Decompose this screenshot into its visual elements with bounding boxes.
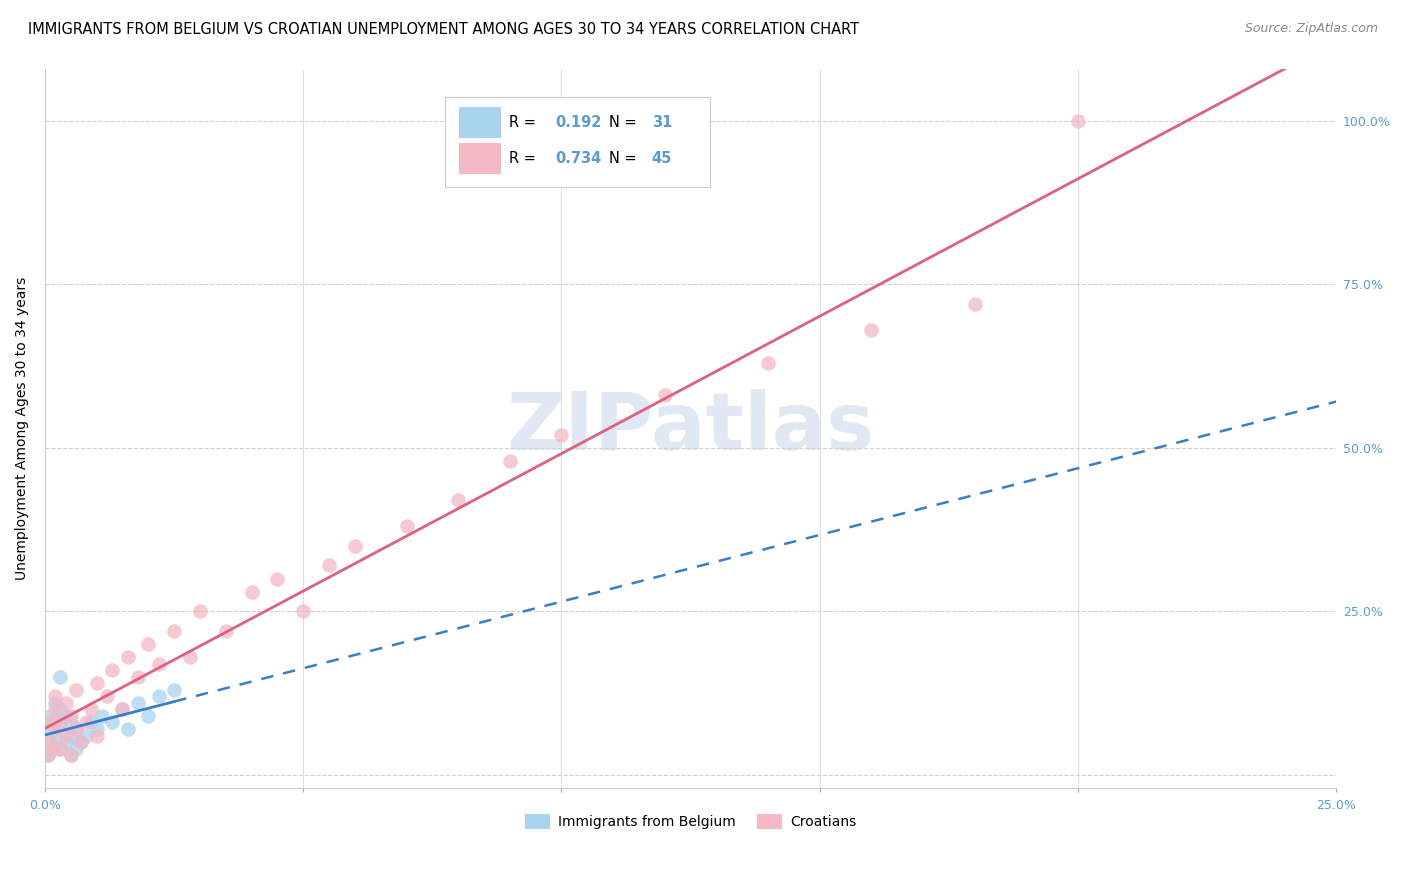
Point: [39, 709, 62, 723]
Text: ZIPatlas: ZIPatlas: [506, 389, 875, 467]
Text: R =: R =: [509, 151, 540, 166]
Point: [90, 709, 112, 723]
Point: [59, 748, 82, 763]
Point: [49, 741, 72, 756]
Text: Source: ZipAtlas.com: Source: ZipAtlas.com: [1244, 22, 1378, 36]
Point: [59, 748, 82, 763]
Point: [101, 663, 124, 677]
Point: [127, 670, 149, 684]
Point: [49, 722, 72, 736]
Text: 0.734: 0.734: [555, 151, 602, 166]
FancyBboxPatch shape: [446, 97, 710, 187]
Text: N =: N =: [609, 115, 641, 130]
Point: [101, 715, 124, 730]
Legend: Immigrants from Belgium, Croatians: Immigrants from Belgium, Croatians: [519, 809, 862, 835]
Point: [44, 696, 66, 710]
Point: [41, 741, 63, 756]
Text: 0.192: 0.192: [555, 115, 602, 130]
Point: [240, 584, 263, 599]
FancyBboxPatch shape: [460, 144, 501, 174]
Point: [550, 427, 572, 442]
Point: [75, 715, 97, 730]
Point: [75, 729, 97, 743]
Point: [860, 323, 883, 337]
Point: [39, 715, 62, 730]
Point: [37, 748, 59, 763]
Point: [44, 702, 66, 716]
Point: [136, 637, 159, 651]
Point: [499, 454, 522, 468]
Point: [49, 702, 72, 716]
Point: [117, 722, 139, 736]
Point: [447, 493, 470, 508]
Point: [86, 722, 108, 736]
Point: [44, 690, 66, 704]
Point: [55, 735, 77, 749]
Point: [395, 519, 418, 533]
Text: 31: 31: [652, 115, 672, 130]
Text: 45: 45: [652, 151, 672, 166]
Point: [756, 356, 779, 370]
Point: [70, 735, 93, 749]
Point: [49, 715, 72, 730]
Point: [39, 735, 62, 749]
Point: [117, 650, 139, 665]
Point: [127, 696, 149, 710]
Point: [65, 741, 87, 756]
Point: [39, 722, 62, 736]
Point: [163, 624, 186, 638]
Point: [80, 702, 103, 716]
Point: [148, 690, 170, 704]
Point: [65, 682, 87, 697]
Point: [55, 709, 77, 723]
Point: [55, 696, 77, 710]
Point: [59, 709, 82, 723]
Point: [44, 715, 66, 730]
Point: [55, 729, 77, 743]
Point: [266, 572, 288, 586]
Point: [292, 604, 315, 618]
Point: [963, 297, 986, 311]
Point: [1067, 113, 1090, 128]
Point: [44, 722, 66, 736]
Point: [49, 741, 72, 756]
Point: [86, 676, 108, 690]
Point: [39, 735, 62, 749]
Y-axis label: Unemployment Among Ages 30 to 34 years: Unemployment Among Ages 30 to 34 years: [15, 277, 30, 580]
Text: N =: N =: [609, 151, 641, 166]
Point: [65, 722, 87, 736]
Point: [148, 657, 170, 671]
Point: [37, 748, 59, 763]
Point: [188, 604, 211, 618]
Text: IMMIGRANTS FROM BELGIUM VS CROATIAN UNEMPLOYMENT AMONG AGES 30 TO 34 YEARS CORRE: IMMIGRANTS FROM BELGIUM VS CROATIAN UNEM…: [28, 22, 859, 37]
Point: [163, 682, 186, 697]
Point: [49, 670, 72, 684]
Point: [654, 388, 676, 402]
Point: [136, 709, 159, 723]
Text: R =: R =: [509, 115, 540, 130]
FancyBboxPatch shape: [460, 107, 501, 137]
Point: [86, 729, 108, 743]
Point: [59, 715, 82, 730]
Point: [215, 624, 238, 638]
Point: [318, 558, 340, 573]
Point: [59, 729, 82, 743]
Point: [65, 722, 87, 736]
Point: [343, 539, 366, 553]
Point: [111, 702, 134, 716]
Point: [96, 690, 118, 704]
Point: [80, 715, 103, 730]
Point: [44, 729, 66, 743]
Point: [70, 735, 93, 749]
Point: [41, 741, 63, 756]
Point: [111, 702, 134, 716]
Point: [179, 650, 201, 665]
